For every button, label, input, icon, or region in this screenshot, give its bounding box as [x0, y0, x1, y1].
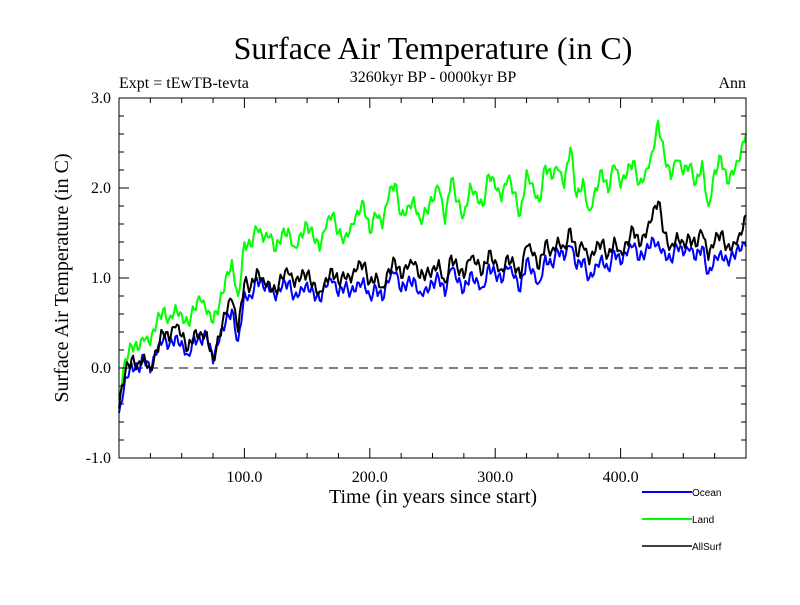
series-line-allsurf [118, 200, 747, 409]
y-tick-label: 0.0 [91, 360, 111, 377]
x-axis-label: Time (in years since start) [329, 486, 537, 508]
chart-subtitle: 3260kyr BP - 0000kyr BP [350, 69, 517, 86]
season-label: Ann [718, 75, 746, 92]
x-tick-label: 100.0 [226, 469, 262, 486]
chart-title: Surface Air Temperature (in C) [234, 30, 633, 66]
x-tick-label: 300.0 [477, 469, 513, 486]
series-line-land [118, 119, 747, 396]
series-line-ocean [118, 236, 747, 414]
x-tick-label: 400.0 [603, 469, 639, 486]
ticks-layer: 100.0 200.0 300.0 400.0 -1.0 0.0 1.0 2.0 3.0 [86, 90, 747, 486]
legend-label-allsurf: AllSurf [692, 542, 722, 553]
series-layer [118, 119, 747, 414]
y-tick-label: -1.0 [86, 450, 111, 467]
y-tick-label: 2.0 [91, 180, 111, 197]
legend-label-ocean: Ocean [692, 488, 721, 499]
y-axis-label: Surface Air Temperature (in C) [51, 153, 73, 402]
y-tick-label: 3.0 [91, 90, 111, 107]
experiment-label: Expt = tEwTB-tevta [119, 75, 249, 92]
x-tick-label: 200.0 [352, 469, 388, 486]
legend: Ocean Land AllSurf [642, 488, 722, 553]
legend-label-land: Land [692, 515, 714, 526]
y-tick-label: 1.0 [91, 270, 111, 287]
